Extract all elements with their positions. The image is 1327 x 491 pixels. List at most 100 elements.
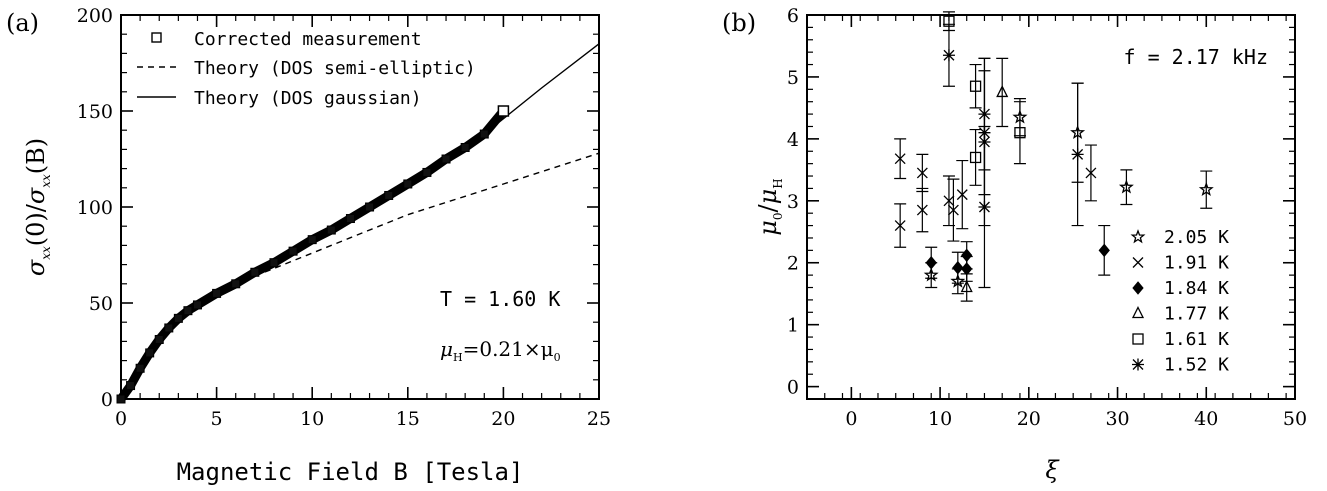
legend-entry-label: 1.61 K (1164, 329, 1229, 350)
panel-b-legend: 2.05 K 1.91 K 1.84 K 1.77 K 1.61 K 1.52 K (1130, 227, 1229, 376)
panel-b-label: (b) (722, 9, 756, 37)
measurement-point (173, 313, 183, 323)
measurement-point (288, 246, 298, 256)
measurement-point (154, 334, 164, 344)
panel-a-legend: Corrected measurement Theory (DOS semi-el… (137, 29, 476, 109)
data-point (950, 273, 966, 288)
panel-b: (b) 0 10 20 30 40 50 0 1 2 3 4 5 6 2.05 K 1.91 K 1.84 … (722, 5, 1307, 484)
data-point (947, 204, 959, 216)
measurement-point (212, 288, 222, 298)
y-tick-label: 4 (787, 129, 799, 151)
data-point (894, 153, 906, 165)
measurement-point (307, 235, 317, 245)
y-tick-label: 0 (101, 389, 113, 411)
x-tick-label: 20 (1017, 408, 1041, 430)
data-point (960, 280, 973, 293)
error-bar (1120, 169, 1133, 206)
panel-b-x-axis-label: ξ (1045, 456, 1060, 484)
error-bar (1200, 170, 1213, 209)
data-point (916, 167, 928, 179)
measurement-point (231, 279, 241, 289)
measurement-point (250, 267, 260, 277)
x-tick-label: 10 (300, 408, 324, 430)
data-point (925, 255, 937, 270)
measurement-point (135, 363, 145, 373)
y-tick-label: 50 (89, 293, 113, 315)
legend-marker (1131, 306, 1145, 319)
y-tick-label: 150 (77, 101, 113, 123)
legend-entry-label: Theory (DOS semi-elliptic) (194, 58, 476, 79)
data-point (996, 84, 1009, 98)
mu-subscript-h: H (453, 351, 463, 364)
data-point (916, 204, 928, 216)
measurement-point (145, 348, 155, 358)
y-tick-label: 100 (77, 197, 113, 219)
data-point (969, 151, 982, 164)
x-tick-label: 20 (491, 408, 515, 430)
x-tick-label: 40 (1194, 408, 1218, 430)
panel-a-x-axis-label: Magnetic Field B [Tesla] (177, 458, 524, 486)
panel-b-plot-frame (806, 14, 1296, 400)
panel-a: (a) 0 5 10 15 20 25 0 50 100 150 200 Corrected mea… (6, 5, 611, 486)
data-point (952, 260, 964, 275)
y-tick-label: 200 (77, 5, 113, 27)
error-bar (969, 128, 982, 186)
measurement-point (441, 154, 451, 164)
x-tick-label: 50 (1283, 408, 1307, 430)
measurement-endpoint (497, 105, 510, 117)
legend-marker (1132, 333, 1144, 345)
panel-a-ticks: 0 5 10 15 20 25 0 50 100 150 200 (77, 5, 611, 430)
x-tick-label: 0 (115, 408, 127, 430)
measurement-point (326, 225, 336, 235)
mu-ratio-text: =0.21×μ (463, 337, 554, 361)
data-point (942, 49, 955, 62)
error-bar (960, 273, 973, 302)
legend-entry-label: Theory (DOS gaussian) (194, 88, 422, 109)
measurement-point (479, 129, 489, 139)
measurement-point (116, 394, 126, 404)
x-tick-label: 30 (1105, 408, 1129, 430)
legend-marker (1132, 281, 1144, 295)
y-tick-label: 1 (787, 315, 799, 337)
data-point (961, 262, 973, 276)
legend-marker (1132, 358, 1144, 371)
panel-a-mobility-annotation: μH=0.21×μ0 (440, 337, 561, 364)
x-tick-label: 25 (587, 408, 611, 430)
measurement-point (365, 202, 375, 212)
legend-entry-label: 1.84 K (1164, 278, 1229, 299)
measurement-point (269, 258, 279, 268)
data-point (1014, 127, 1026, 139)
panel-b-y-axis-label: μ0/μH (754, 178, 785, 235)
data-point (1198, 181, 1214, 196)
data-point (956, 189, 968, 201)
panel-a-curves (116, 43, 600, 404)
mu-symbol: μ (440, 337, 453, 361)
legend-square-marker (151, 32, 162, 43)
x-tick-label: 5 (211, 408, 223, 430)
measurement-point (384, 190, 394, 200)
measurement-point (183, 306, 193, 316)
data-point (943, 195, 955, 207)
mu-subscript-0: 0 (554, 351, 561, 364)
measurement-point (460, 142, 470, 152)
legend-marker (1130, 229, 1146, 244)
x-tick-label: 10 (928, 408, 952, 430)
data-point (894, 220, 906, 232)
measurement-point (126, 381, 136, 391)
panel-b-ticks: 0 10 20 30 40 50 0 1 2 3 4 5 6 (787, 5, 1307, 430)
y-tick-label: 3 (787, 191, 799, 213)
measurement-point (192, 300, 202, 310)
y-tick-label: 6 (787, 5, 799, 27)
measurement-point (403, 179, 413, 189)
legend-entry-label: 1.91 K (1164, 253, 1229, 274)
panel-a-temperature-annotation: T = 1.60 K (440, 287, 560, 311)
panel-a-label: (a) (6, 9, 39, 37)
data-point (1118, 179, 1134, 194)
panel-b-frequency-annotation: f = 2.17 kHz (1124, 45, 1269, 69)
measurement-point (422, 167, 432, 177)
data-point (978, 201, 991, 213)
legend-entry-label: 2.05 K (1164, 227, 1229, 248)
y-tick-label: 2 (787, 253, 799, 275)
data-point (1071, 148, 1084, 161)
